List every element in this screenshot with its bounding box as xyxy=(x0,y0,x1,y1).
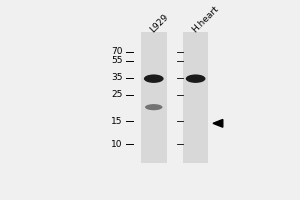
Text: H.heart: H.heart xyxy=(190,5,220,35)
Text: 25: 25 xyxy=(111,90,122,99)
Text: 55: 55 xyxy=(111,56,122,65)
Text: 10: 10 xyxy=(111,140,122,149)
Text: L929: L929 xyxy=(148,13,170,35)
Ellipse shape xyxy=(145,104,163,110)
Bar xyxy=(183,32,208,163)
Ellipse shape xyxy=(144,74,164,83)
Text: 15: 15 xyxy=(111,117,122,126)
Polygon shape xyxy=(213,119,223,127)
Bar xyxy=(141,32,167,163)
Text: 70: 70 xyxy=(111,47,122,56)
Ellipse shape xyxy=(186,74,206,83)
Text: 35: 35 xyxy=(111,73,122,82)
